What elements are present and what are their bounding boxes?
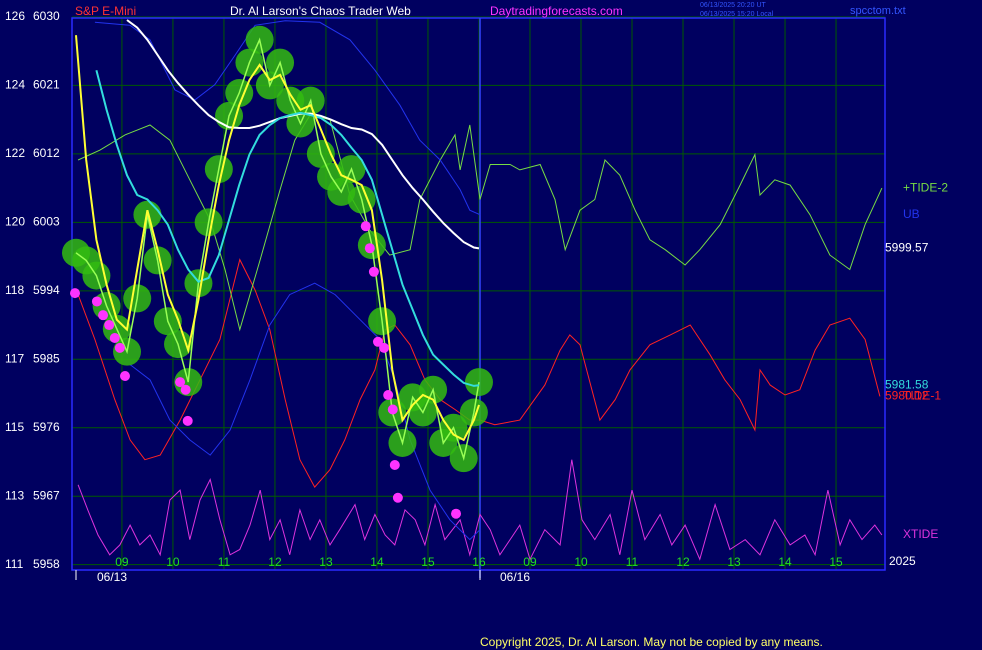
- signal-dot: [180, 384, 191, 395]
- x-tick-label: 11: [626, 555, 639, 569]
- signal-dot: [182, 415, 193, 426]
- year-label: 2025: [889, 554, 916, 568]
- y-alt-label: 117: [5, 351, 24, 365]
- y-alt-label: 126: [5, 9, 25, 23]
- date-label: 06/16: [500, 570, 530, 584]
- signal-dot: [175, 377, 186, 388]
- signal-dot: [387, 404, 398, 415]
- y-alt-label: 118: [5, 283, 24, 297]
- y-tick-label: 6012: [33, 146, 60, 160]
- copyright: Copyright 2025, Dr. Al Larson. May not b…: [480, 635, 823, 649]
- signal-dot: [104, 320, 115, 331]
- signal-dot: [364, 243, 375, 254]
- y-tick-label: 5994: [33, 283, 60, 297]
- y-alt-label: 124: [5, 78, 25, 92]
- signal-dot: [368, 266, 379, 277]
- series-line: [75, 35, 480, 442]
- signal-dot: [360, 221, 371, 232]
- series-name: XTIDE: [903, 527, 938, 541]
- signal-dot: [379, 342, 390, 353]
- y-tick-label: 6021: [33, 78, 60, 92]
- signal-dot: [109, 332, 120, 343]
- marks-layer: [62, 19, 883, 561]
- time-ut: 06/13/2025 20:20 UT: [700, 2, 766, 9]
- signal-dot: [372, 336, 383, 347]
- y-tick-label: 5958: [33, 557, 60, 571]
- x-tick-label: 14: [370, 555, 384, 569]
- series-line: [95, 69, 480, 387]
- signal-dot: [383, 390, 394, 401]
- y-alt-label: 111: [5, 557, 24, 571]
- y-alt-label: 120: [5, 215, 25, 229]
- y-tick-label: 5976: [33, 420, 60, 434]
- labels-layer: 6030 126 6021 124 6012 122 6003 120 5994 118 5985 1…: [5, 9, 948, 571]
- signal-dot: [114, 342, 125, 353]
- file-name: spcctom.txt: [850, 5, 906, 17]
- x-tick-label: 12: [676, 555, 690, 569]
- signal-dot: [119, 371, 130, 382]
- y-tick-label: 6003: [33, 215, 60, 229]
- x-tick-label: 10: [166, 555, 180, 569]
- series-name: UB: [903, 207, 920, 221]
- value-label: 5980.12: [885, 389, 929, 403]
- x-tick-label: 12: [268, 555, 282, 569]
- series-line: [77, 114, 883, 332]
- series-name: +TIDE-2: [903, 180, 948, 194]
- y-alt-label: 115: [5, 420, 24, 434]
- signal-dot: [91, 296, 102, 307]
- x-tick-label: 10: [574, 555, 588, 569]
- x-tick-label: 15: [829, 555, 843, 569]
- site: Daytradingforecasts.com: [490, 4, 623, 18]
- x-tick-label: 11: [218, 555, 231, 569]
- y-alt-label: 122: [5, 146, 25, 160]
- y-tick-label: 5967: [33, 488, 60, 502]
- x-tick-label: 09: [115, 555, 129, 569]
- y-tick-label: 6030: [33, 9, 60, 23]
- signal-dot: [70, 288, 80, 299]
- signal-dot: [451, 508, 462, 519]
- y-alt-label: 113: [5, 488, 24, 502]
- date-label: 06/13: [97, 570, 127, 584]
- x-tick-label: 14: [778, 555, 792, 569]
- chart-title: Dr. Al Larson's Chaos Trader Web: [230, 4, 411, 18]
- series-name: TIDE-1: [903, 389, 941, 403]
- signal-dot: [392, 492, 403, 503]
- signal-dot: [98, 310, 109, 321]
- y-tick-label: 5985: [33, 351, 60, 365]
- signal-dot: [389, 460, 400, 471]
- x-tick-label: 13: [319, 555, 333, 569]
- series-line: [129, 282, 481, 541]
- series-line: [77, 459, 883, 561]
- x-tick-label: 15: [421, 555, 435, 569]
- value-label: 5981.58: [885, 377, 929, 391]
- value-label: 5999.57: [885, 241, 929, 255]
- x-tick-label: 16: [472, 555, 486, 569]
- x-tick-label: 09: [523, 555, 537, 569]
- series-line: [94, 20, 481, 216]
- x-tick-label: 13: [727, 555, 741, 569]
- symbol: S&P E-Mini: [75, 4, 136, 18]
- time-local: 06/13/2025 15:20 Local: [700, 11, 774, 18]
